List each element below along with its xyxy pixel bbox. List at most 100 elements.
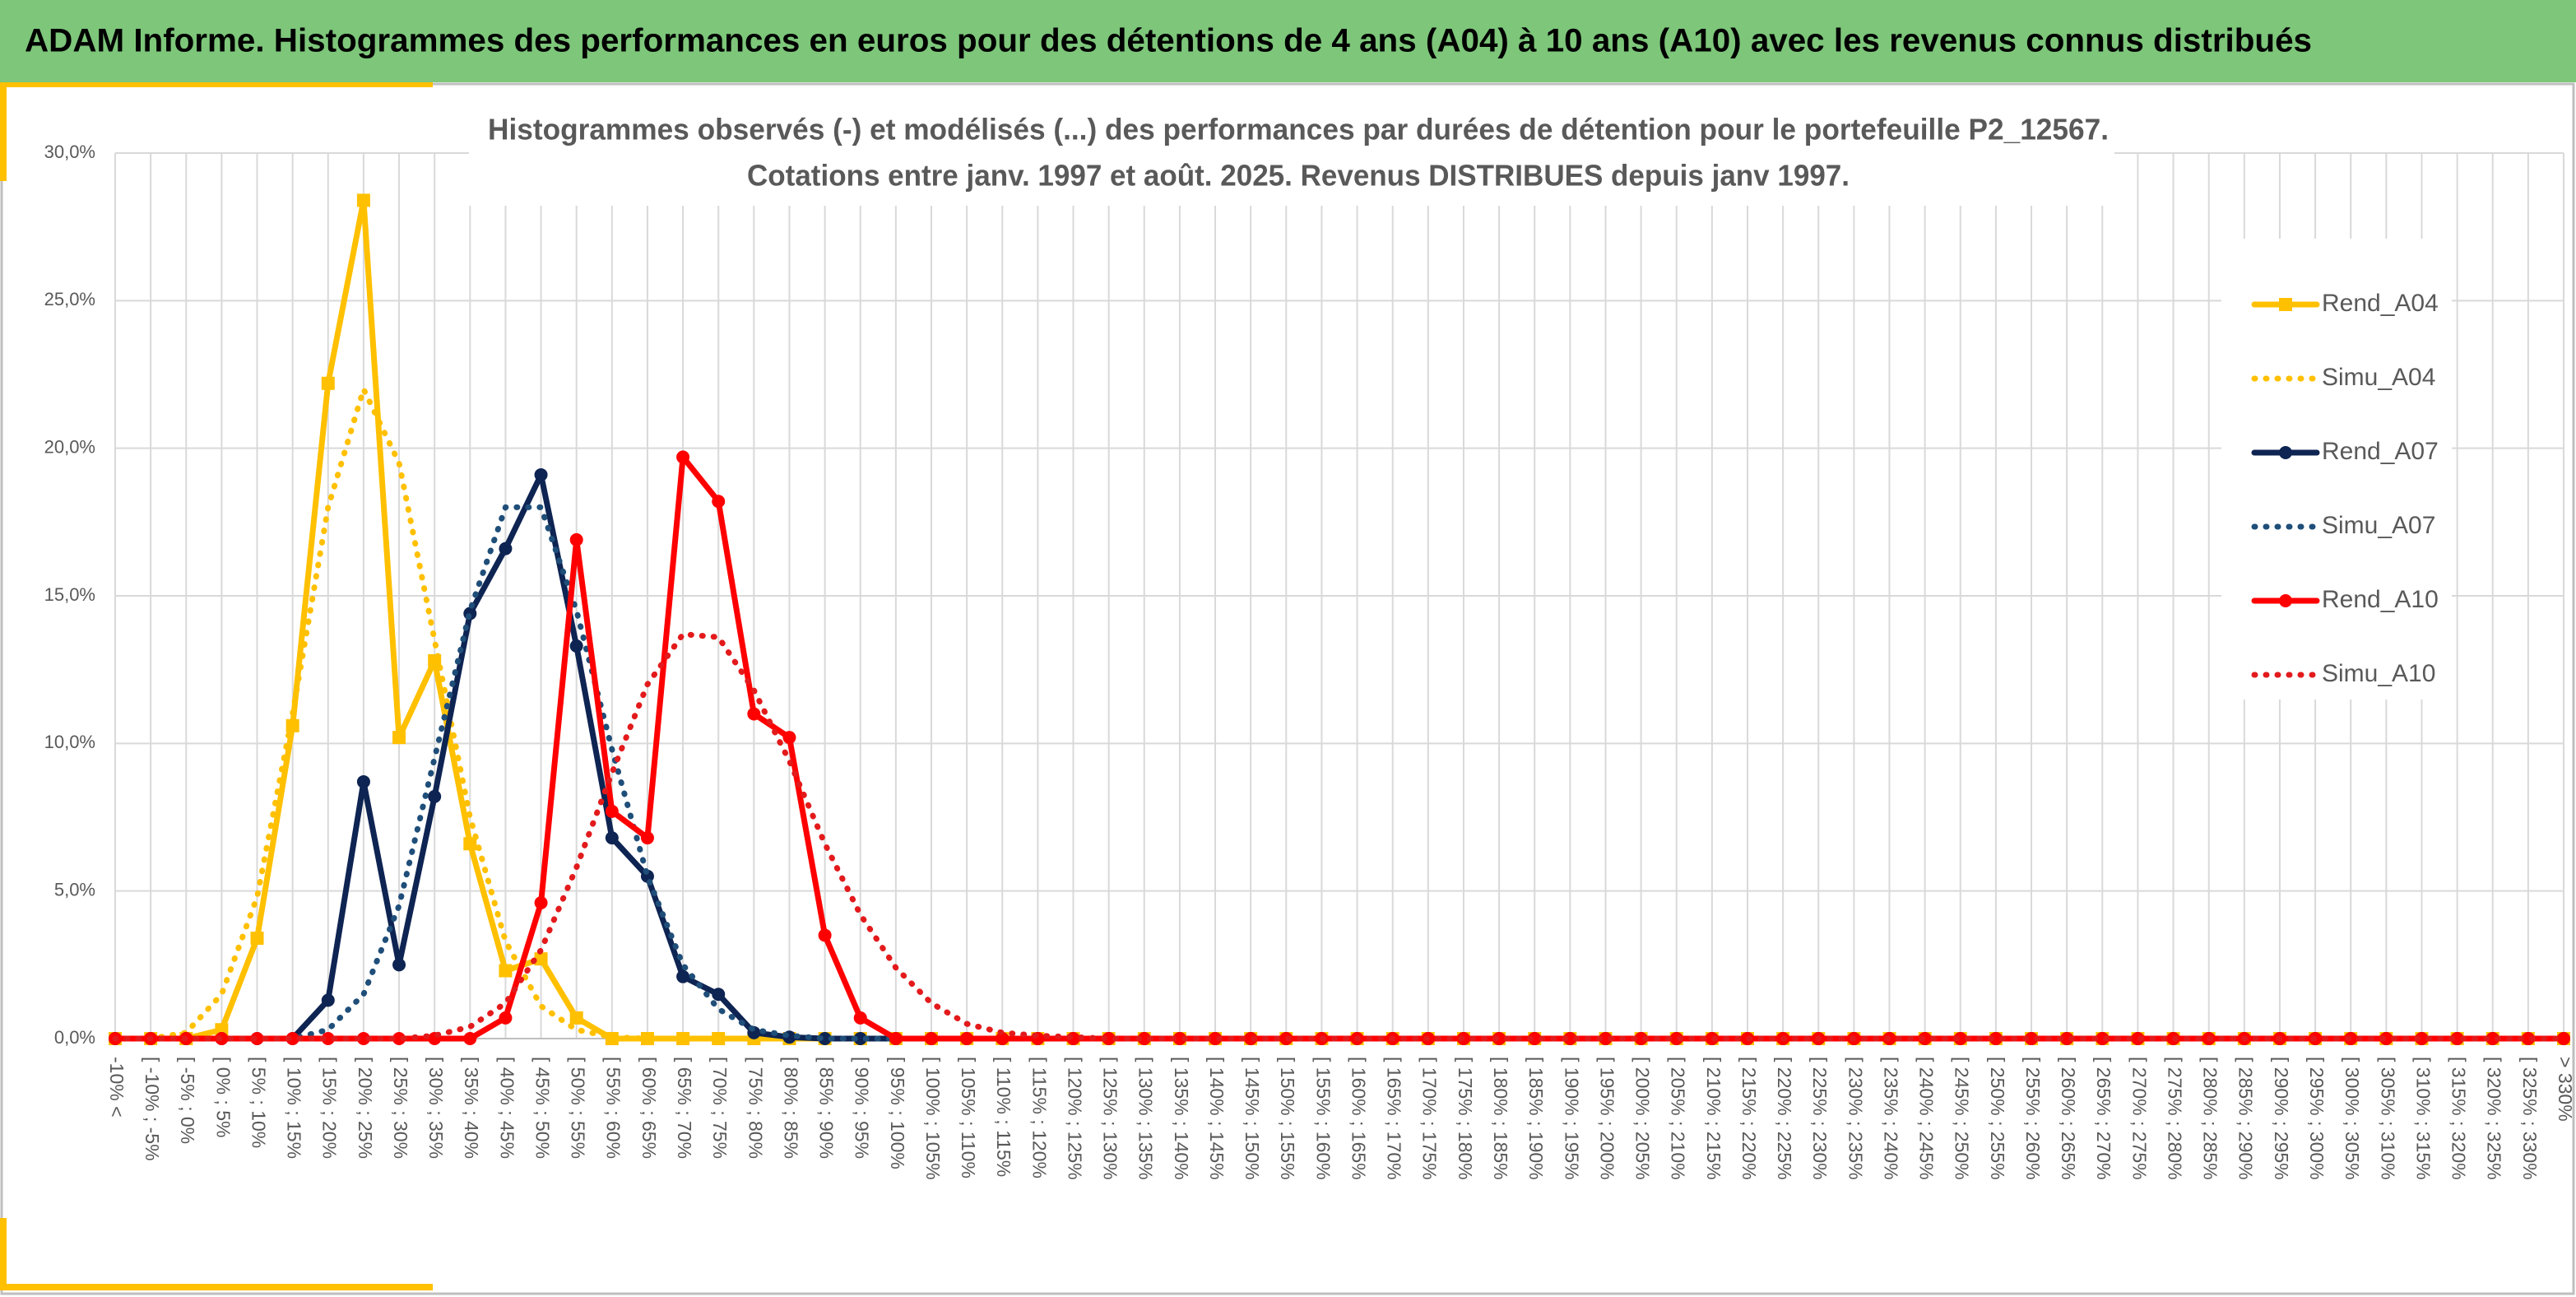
x-tick-label: [ 45% ; 50% [531,1057,553,1159]
marker [1953,1032,1967,1045]
marker [712,495,726,509]
header-title: ADAM Informe. Histogrammes des performan… [25,23,2312,59]
x-tick-label: [ 0% ; 5% [212,1057,234,1137]
corner-accent [0,82,433,87]
marker [569,1011,583,1025]
marker [356,1032,370,1045]
x-tick-label: [ 155% ; 160% [1312,1057,1334,1180]
x-tick-label: [ 225% ; 230% [1809,1057,1831,1180]
marker [463,837,477,851]
x-tick-label: [ 300% ; 305% [2342,1057,2363,1180]
y-tick-label: 15,0% [44,584,95,605]
header-bar [0,0,2576,82]
legend-marker [2279,446,2292,459]
x-tick-label: [ 110% ; 115% [993,1057,1014,1177]
x-tick-label: [ 5% ; 10% [248,1057,269,1148]
legend-label: Rend_A10 [2322,586,2439,613]
marker [321,993,335,1007]
marker [853,1032,867,1045]
marker [818,1032,832,1045]
marker [1599,1032,1613,1045]
x-tick-label: [ 315% ; 320% [2448,1057,2470,1180]
marker [2025,1032,2039,1045]
marker [499,542,513,556]
x-tick-label: [ 230% ; 235% [1845,1057,1866,1180]
x-tick-label: [ 60% ; 65% [638,1057,660,1159]
marker [889,1032,903,1045]
marker [1102,1032,1116,1045]
legend-label: Rend_A04 [2322,290,2439,317]
x-tick-label: [ 280% ; 285% [2200,1057,2221,1180]
x-tick-label: [ 75% ; 80% [745,1057,766,1159]
marker [463,1032,477,1045]
legend-marker [2279,298,2292,311]
marker [853,1011,867,1025]
marker [712,988,726,1002]
marker [2096,1032,2110,1045]
y-tick-label: 10,0% [44,732,95,752]
marker [2521,1032,2535,1045]
marker [747,707,761,721]
x-tick-label: [ 210% ; 215% [1703,1057,1724,1180]
legend: Rend_A04 Simu_A04 Rend_A07 Simu_A07 Rend_A10… [2221,239,2452,700]
x-tick-label: [ 95% ; 100% [887,1057,908,1169]
x-tick-label: > 330% [2555,1057,2576,1122]
x-tick-label: [ 105% ; 110% [958,1057,979,1178]
x-tick-label: [ 180% ; 185% [1490,1057,1511,1180]
legend-marker [2279,594,2292,607]
x-tick-label: [ 30% ; 35% [425,1057,447,1159]
x-tick-label: [ 290% ; 295% [2271,1057,2292,1180]
marker [392,1032,406,1045]
corner-accent [0,1218,7,1290]
marker [925,1032,938,1045]
marker [1209,1032,1223,1045]
y-tick-label: 0,0% [54,1027,95,1048]
marker [356,774,370,788]
x-tick-label: [ 85% ; 90% [816,1057,838,1159]
plot [109,193,2570,1045]
marker [960,1032,974,1045]
x-tick-label: [ 70% ; 75% [709,1057,731,1159]
x-tick-label: [ 175% ; 180% [1455,1057,1476,1180]
y-tick-label: 30,0% [44,142,95,162]
x-tick-label: [ 130% ; 135% [1135,1057,1157,1180]
corner-accent [0,82,7,181]
x-tick-label: [ 160% ; 165% [1348,1057,1369,1180]
marker [250,1032,264,1045]
marker [428,789,442,803]
x-tick-label: [ 240% ; 245% [1916,1057,1938,1180]
y-tick-label: 25,0% [44,289,95,309]
x-tick-label: [ 270% ; 275% [2128,1057,2150,1180]
marker [605,804,619,818]
x-tick-label: [ 100% ; 105% [922,1057,944,1180]
x-tick-label: [ 120% ; 125% [1064,1057,1085,1180]
title-backdrop [469,107,2114,206]
legend-box [2221,239,2452,700]
marker [321,1032,335,1045]
marker [1634,1032,1648,1045]
x-tick-label: [ -10% ; -5% [142,1057,163,1161]
marker [2415,1032,2429,1045]
x-tick-label: [ 220% ; 225% [1774,1057,1795,1180]
marker [2557,1032,2570,1045]
x-tick-label: [ 140% ; 145% [1206,1057,1228,1180]
legend-label: Simu_A07 [2322,512,2435,539]
x-tick-label: [ 15% ; 20% [319,1057,341,1159]
marker [2060,1032,2074,1045]
legend-label: Simu_A04 [2322,364,2435,391]
marker [285,1032,299,1045]
x-tick-label: [ 295% ; 300% [2306,1057,2328,1180]
x-tick-label: [ 325% ; 330% [2519,1057,2541,1180]
marker [818,928,832,942]
x-tick-label: [ 250% ; 255% [1987,1057,2008,1180]
x-tick-label: [ 260% ; 265% [2058,1057,2079,1180]
x-tick-label: [ -5% ; 0% [177,1057,198,1144]
x-tick-label: [ 25% ; 30% [390,1057,411,1159]
marker [782,731,796,745]
series-line [112,631,2567,1042]
x-tick-label: [ 190% ; 195% [1561,1057,1582,1180]
x-tick-label: [ 215% ; 220% [1738,1057,1760,1180]
x-tick-label: [ 320% ; 325% [2484,1057,2505,1180]
x-tick-label: [ 305% ; 310% [2377,1057,2398,1180]
